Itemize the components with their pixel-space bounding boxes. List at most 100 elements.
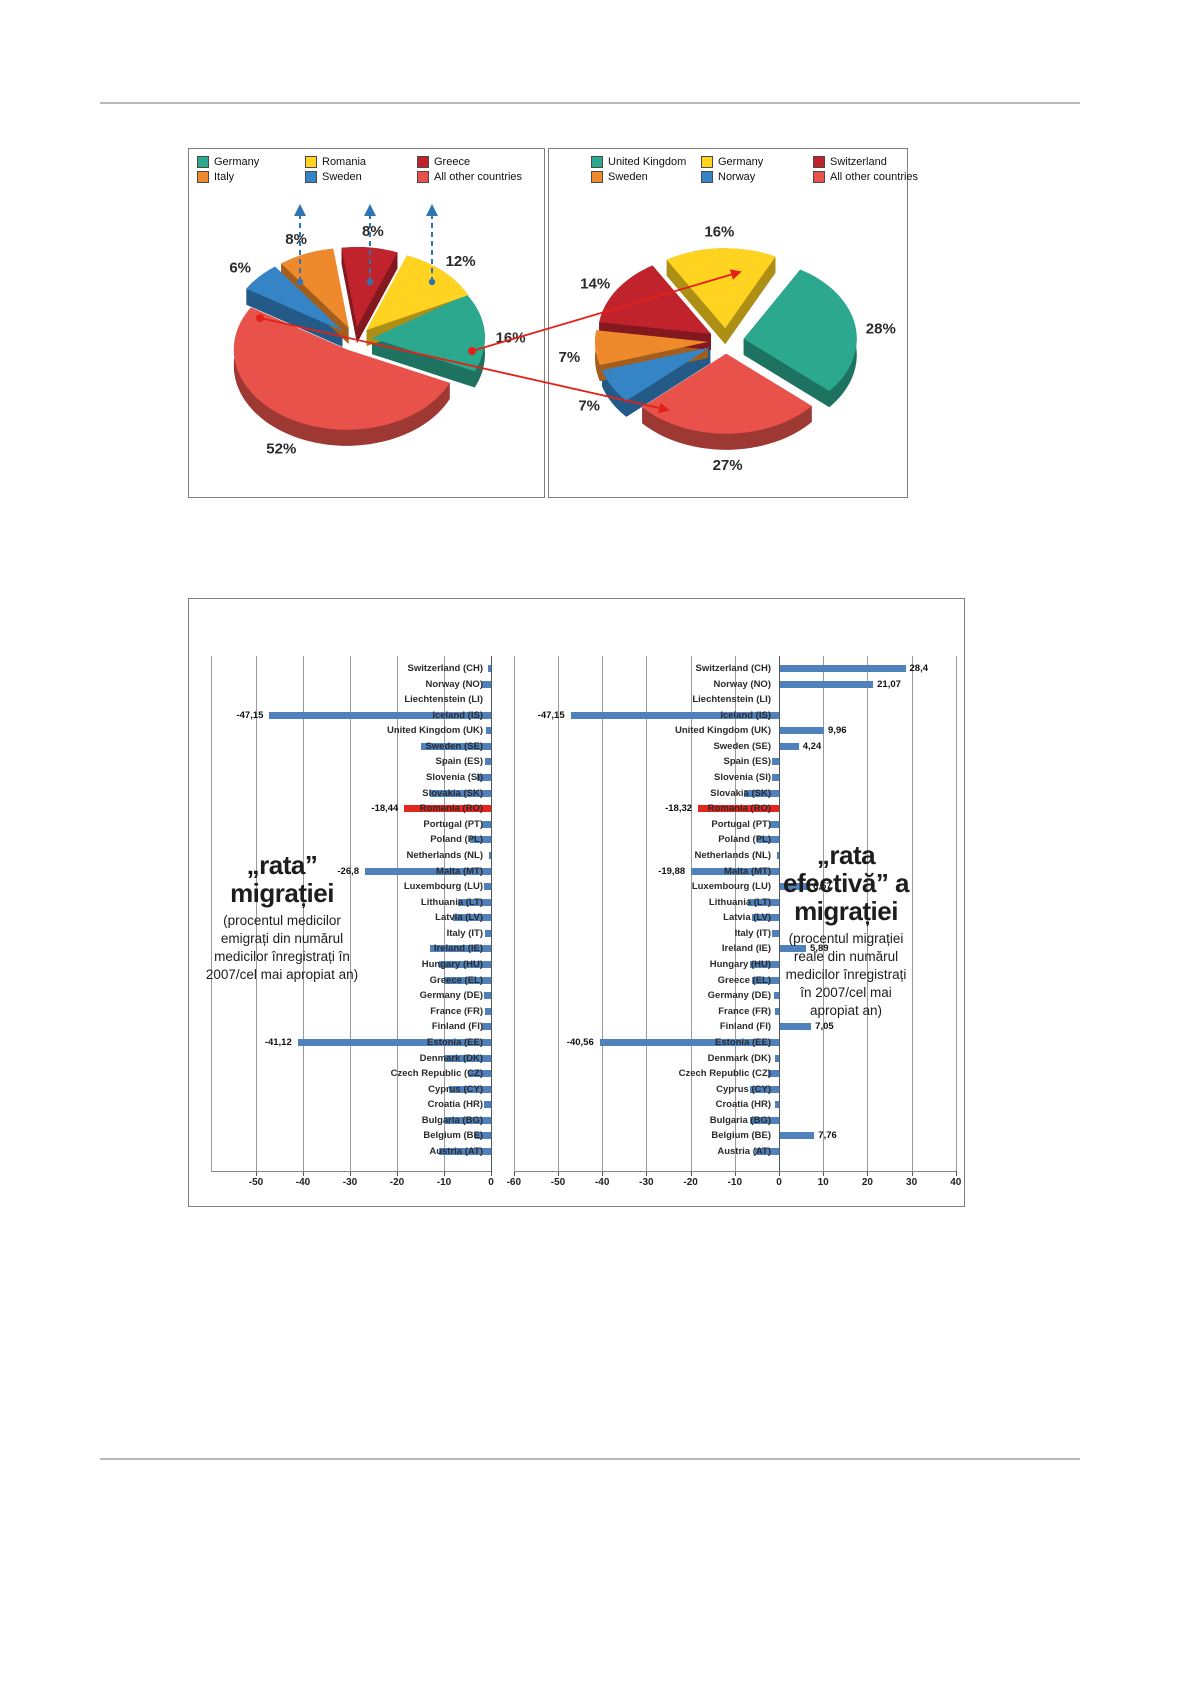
legend-label: Greece <box>434 156 471 168</box>
country-label: Estonia (EE) <box>427 1036 483 1048</box>
bar <box>404 805 491 813</box>
country-label: Latvia (LV) <box>435 912 483 924</box>
value-label: 6,57 <box>813 881 832 893</box>
country-label: Hungary (HU) <box>421 959 483 971</box>
country-label: Cyprus (CY) <box>428 1083 483 1095</box>
axis-tick <box>397 1171 398 1176</box>
subtitle-line: 2007/cel mai apropiat an) <box>205 967 359 982</box>
value-label: -18,44 <box>371 803 399 815</box>
country-label: Romania (RO) <box>707 803 771 815</box>
pie-chart-right: 28% 27% 7% 7% 14% 16% <box>559 224 896 474</box>
bar <box>780 742 799 750</box>
subtitle-line: reale din numărul <box>793 949 899 964</box>
bar <box>420 742 491 750</box>
bar <box>429 945 491 953</box>
country-label: Netherlands (NL) <box>694 849 771 861</box>
legend-label: United Kingdom <box>608 156 687 168</box>
subtitle-line: apropiat an) <box>809 1003 883 1018</box>
country-label: Germany (DE) <box>707 990 771 1002</box>
legend-swatch <box>813 171 825 183</box>
value-label: 9,96 <box>828 725 847 737</box>
pie-panel-left: Germany Romania Greece Italy Sweden All other… <box>188 148 545 498</box>
bar <box>774 1101 779 1109</box>
axis-tick-label: -10 <box>727 1177 743 1188</box>
bar <box>698 805 779 813</box>
legend-swatch <box>417 156 429 168</box>
bar <box>748 898 779 906</box>
x-axis-line <box>514 1171 956 1172</box>
country-label: Czech Republic (CZ) <box>390 1068 483 1080</box>
legend-right: United Kingdom Germany Switzerland Sweden No… <box>549 149 918 183</box>
country-label: Ireland (IE) <box>721 943 771 955</box>
subtitle-line: emigrați din numărul <box>220 931 344 946</box>
bar <box>458 898 491 906</box>
country-label: Liechtenstein (LI) <box>692 694 771 706</box>
country-label: Malta (MT) <box>724 865 771 877</box>
country-label: Denmark (DK) <box>419 1052 483 1064</box>
pie-slice-wall <box>743 338 830 408</box>
country-label: Bulgaria (BG) <box>709 1114 771 1126</box>
axis-tick <box>779 1171 780 1176</box>
axis-tick-label: -40 <box>594 1177 610 1188</box>
bar <box>752 976 779 984</box>
bar <box>269 711 491 719</box>
gridline <box>558 656 559 1171</box>
pie-percent-label: 12% <box>446 253 476 270</box>
bar <box>485 1007 491 1015</box>
bar <box>750 961 779 969</box>
axis-tick <box>350 1171 351 1176</box>
country-label: France (FR) <box>430 1005 483 1017</box>
bar <box>752 914 779 922</box>
legend-label: Norway <box>718 171 756 183</box>
pie-percent-label: 16% <box>496 330 526 347</box>
country-label: Slovakia (SK) <box>710 787 771 799</box>
axis-tick-label: -50 <box>248 1177 264 1188</box>
zero-axis <box>779 656 780 1171</box>
pie-slice <box>743 269 857 392</box>
legend-swatch <box>197 156 209 168</box>
pie-percent-label: 27% <box>713 457 743 474</box>
country-label: Bulgaria (BG) <box>421 1114 483 1126</box>
title-line: efectivă” a <box>782 868 910 898</box>
axis-tick <box>256 1171 257 1176</box>
pie-percent-label: 28% <box>866 321 896 338</box>
bar <box>750 1116 779 1124</box>
axis-tick-label: 0 <box>488 1177 494 1188</box>
gridline <box>444 656 445 1171</box>
bar <box>469 836 491 844</box>
axis-tick-label: -50 <box>550 1177 566 1188</box>
bar <box>773 992 779 1000</box>
pie-percent-label: 7% <box>559 349 581 366</box>
axis-tick <box>911 1171 913 1176</box>
legend-item: Norway <box>701 171 813 183</box>
country-label: Austria (AT) <box>429 1145 483 1157</box>
axis-tick <box>646 1171 648 1176</box>
country-label: Portugal (PT) <box>423 818 483 830</box>
country-label: Norway (NO) <box>425 678 483 690</box>
pie-slice <box>341 247 398 327</box>
legend-label: All other countries <box>830 171 919 183</box>
bar <box>780 1132 815 1140</box>
bar <box>474 1132 491 1140</box>
legend-item: All other countries <box>813 171 918 183</box>
axis-tick <box>867 1171 869 1176</box>
gridline <box>911 656 913 1171</box>
pie-chart-left: 16% 52% 6% 8% 8% 12% <box>229 223 526 458</box>
zero-axis <box>491 656 492 1171</box>
axis-tick-label: 0 <box>776 1177 782 1188</box>
bar <box>486 727 491 735</box>
axis-tick-label: -30 <box>342 1177 358 1188</box>
bar <box>476 774 491 782</box>
bar <box>444 1054 491 1062</box>
x-axis-line <box>211 1171 491 1172</box>
country-label: Spain (ES) <box>723 756 771 768</box>
gridline <box>303 656 304 1171</box>
legend-swatch <box>813 156 825 168</box>
legend-swatch <box>701 171 713 183</box>
subtitle-line: (procentul medicilor <box>223 913 341 928</box>
gridline <box>513 656 515 1171</box>
bar <box>467 1070 491 1078</box>
country-label: United Kingdom (UK) <box>674 725 771 737</box>
country-label: Cyprus (CY) <box>716 1083 771 1095</box>
gridline <box>690 656 692 1171</box>
